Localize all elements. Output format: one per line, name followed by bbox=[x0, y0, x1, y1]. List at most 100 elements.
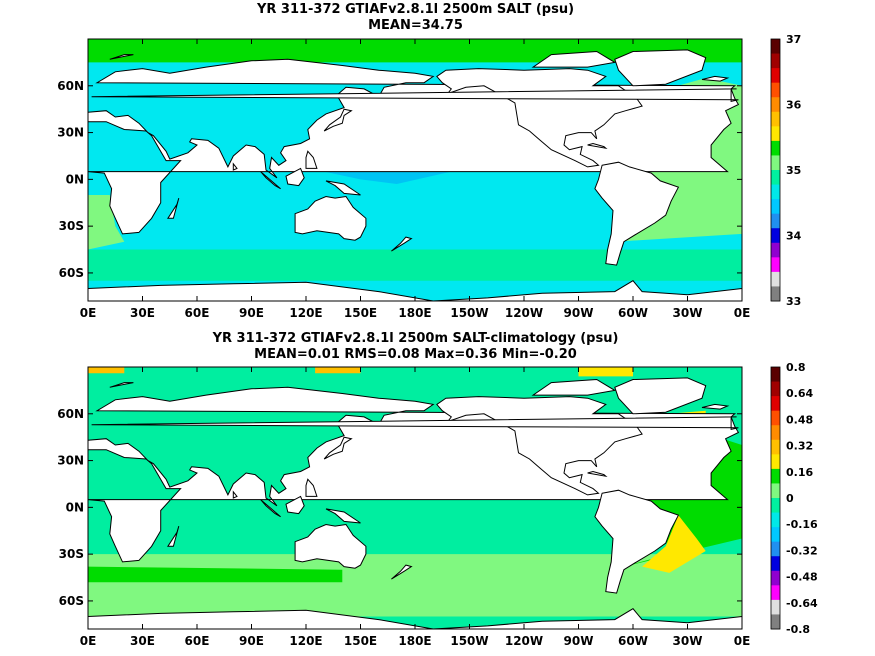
p1-x-tick-label: 90E bbox=[239, 306, 264, 320]
p1-y-tick-label: 60N bbox=[57, 79, 84, 93]
p1-colorbar-cell bbox=[771, 271, 780, 287]
p1-colorbar-label: 35 bbox=[786, 164, 801, 177]
p2-colorbar-label: -0.16 bbox=[786, 518, 818, 531]
p2-x-tick-label: 120W bbox=[505, 634, 543, 648]
p2-atlantic-green-field bbox=[605, 421, 742, 567]
p1-x-tick-label: 30E bbox=[130, 306, 155, 320]
p1-land-japan bbox=[323, 108, 353, 132]
p2-colorbar-label: -0.32 bbox=[786, 544, 818, 557]
p2-colorbar-cell bbox=[771, 410, 780, 426]
p1-land-cuba bbox=[587, 142, 608, 150]
p1-x-tick-label: 120E bbox=[289, 306, 322, 320]
p1-colorbar-cell bbox=[771, 111, 780, 127]
p1-colorbar-cell bbox=[771, 39, 780, 55]
p2-y-tick-label: 60N bbox=[57, 407, 84, 421]
p2-x-tick-label: 90W bbox=[564, 634, 594, 648]
p1-x-tick-label: 150E bbox=[344, 306, 377, 320]
p2-arctic-orange-patch bbox=[315, 367, 361, 374]
p1-x-tick-label: 180E bbox=[398, 306, 431, 320]
p1-colorbar-cell bbox=[771, 53, 780, 69]
p1-y-tick-label: 0N bbox=[66, 172, 84, 186]
p2-colorbar-cell bbox=[771, 570, 780, 586]
panel2-subtitle: MEAN=0.01 RMS=0.08 Max=0.36 Min=-0.20 bbox=[254, 347, 577, 362]
p2-colorbar-cell bbox=[771, 527, 780, 543]
p2-y-tick-label: 0N bbox=[66, 500, 84, 514]
p1-south-atlantic-east bbox=[88, 195, 125, 250]
p1-land-madagascar bbox=[166, 197, 180, 219]
p2-colorbar-cell bbox=[771, 585, 780, 601]
p2-north-atlantic-yellow bbox=[605, 410, 706, 461]
p2-colorbar-label: 0 bbox=[786, 492, 794, 505]
p2-colorbar-cell bbox=[771, 599, 780, 615]
p2-land-greenland bbox=[614, 377, 707, 415]
p2-colorbar-cell bbox=[771, 396, 780, 412]
p1-land-new-zealand bbox=[391, 236, 413, 252]
p2-land-svalbard bbox=[109, 382, 134, 388]
p1-land-svalbard bbox=[109, 54, 134, 60]
p2-colorbar-label: 0.48 bbox=[786, 413, 813, 426]
p1-colorbar-label: 36 bbox=[786, 99, 802, 112]
p1-land-south-america bbox=[594, 161, 680, 266]
p2-arctic-orange-patch bbox=[88, 367, 125, 374]
p2-south-atlantic-yellow bbox=[642, 515, 706, 573]
p2-y-tick-label: 30S bbox=[59, 547, 84, 561]
p1-y-tick-label: 60S bbox=[59, 266, 84, 280]
p2-land-new-guinea bbox=[325, 508, 361, 524]
p1-land-australia bbox=[294, 195, 367, 241]
p2-colorbar-frame bbox=[770, 366, 781, 630]
p2-land-sumatra bbox=[260, 499, 281, 518]
p1-x-tick-label: 90W bbox=[564, 306, 594, 320]
p2-land-uk bbox=[91, 416, 739, 431]
p2-land-north-america bbox=[436, 396, 643, 496]
p2-colorbar-label: -0.64 bbox=[786, 597, 818, 610]
p1-colorbar-cell bbox=[771, 170, 780, 186]
p1-x-tick-label: 30W bbox=[673, 306, 703, 320]
p1-y-tick-label: 30S bbox=[59, 219, 84, 233]
p2-colorbar-cell bbox=[771, 541, 780, 557]
p1-colorbar-cell bbox=[771, 228, 780, 244]
p1-colorbar-cell bbox=[771, 126, 780, 142]
p2-colorbar-cell bbox=[771, 512, 780, 528]
p2-y-tick-label: 60S bbox=[59, 594, 84, 608]
p1-colorbar-label: 37 bbox=[786, 33, 801, 46]
p2-colorbar-cell bbox=[771, 381, 780, 397]
p2-x-tick-label: 60E bbox=[185, 634, 210, 648]
p2-map-frame bbox=[87, 366, 743, 630]
p1-x-tick-label: 60W bbox=[618, 306, 648, 320]
p1-land-borneo-indonesia bbox=[285, 167, 305, 187]
p2-colorbar-label: 0.64 bbox=[786, 387, 813, 400]
p2-colorbar-label: -0.8 bbox=[786, 623, 810, 636]
p1-land-uk bbox=[91, 88, 739, 103]
p2-colorbar-cell bbox=[771, 468, 780, 484]
p2-colorbar-cell bbox=[771, 439, 780, 455]
p2-land-new-zealand bbox=[391, 564, 413, 580]
p1-x-tick-label: 0E bbox=[734, 306, 751, 320]
p2-x-tick-label: 90E bbox=[239, 634, 264, 648]
p2-colorbar-cell bbox=[771, 425, 780, 441]
p2-land-cuba bbox=[587, 470, 608, 478]
p1-colorbar-cell bbox=[771, 286, 780, 302]
p2-colorbar-cell bbox=[771, 367, 780, 383]
p2-map-field bbox=[88, 367, 742, 629]
p2-colorbar-cell bbox=[771, 556, 780, 572]
p2-colorbar-cell bbox=[771, 614, 780, 630]
p1-land-philippines bbox=[305, 150, 318, 169]
p1-land-antarctica bbox=[88, 280, 742, 301]
p1-colorbar-frame bbox=[770, 38, 781, 302]
p2-x-tick-label: 30E bbox=[130, 634, 155, 648]
p2-x-tick-label: 60W bbox=[618, 634, 648, 648]
p2-arctic-yellow-patch bbox=[578, 367, 633, 377]
p2-southern-ocean-band bbox=[88, 554, 742, 617]
salinity-map-panel: 0E 30E 60E 90E 120E 150E 180E 150W 120W 90W 60W 30W… bbox=[57, 33, 802, 320]
p2-land-borneo-indonesia bbox=[285, 495, 305, 515]
p2-x-tick-label: 30W bbox=[673, 634, 703, 648]
p2-land-australia bbox=[294, 523, 367, 569]
p2-land-iceland bbox=[701, 403, 730, 410]
p1-southern-ocean-band bbox=[88, 249, 742, 281]
p1-land-canadian-arctic bbox=[531, 50, 617, 68]
p2-x-tick-label: 150E bbox=[344, 634, 377, 648]
p2-colorbar-label: 0.16 bbox=[786, 466, 813, 479]
p2-x-tick-label: 0E bbox=[80, 634, 97, 648]
p2-colorbar-cell bbox=[771, 454, 780, 470]
p2-land-africa-eurasia bbox=[88, 386, 740, 563]
